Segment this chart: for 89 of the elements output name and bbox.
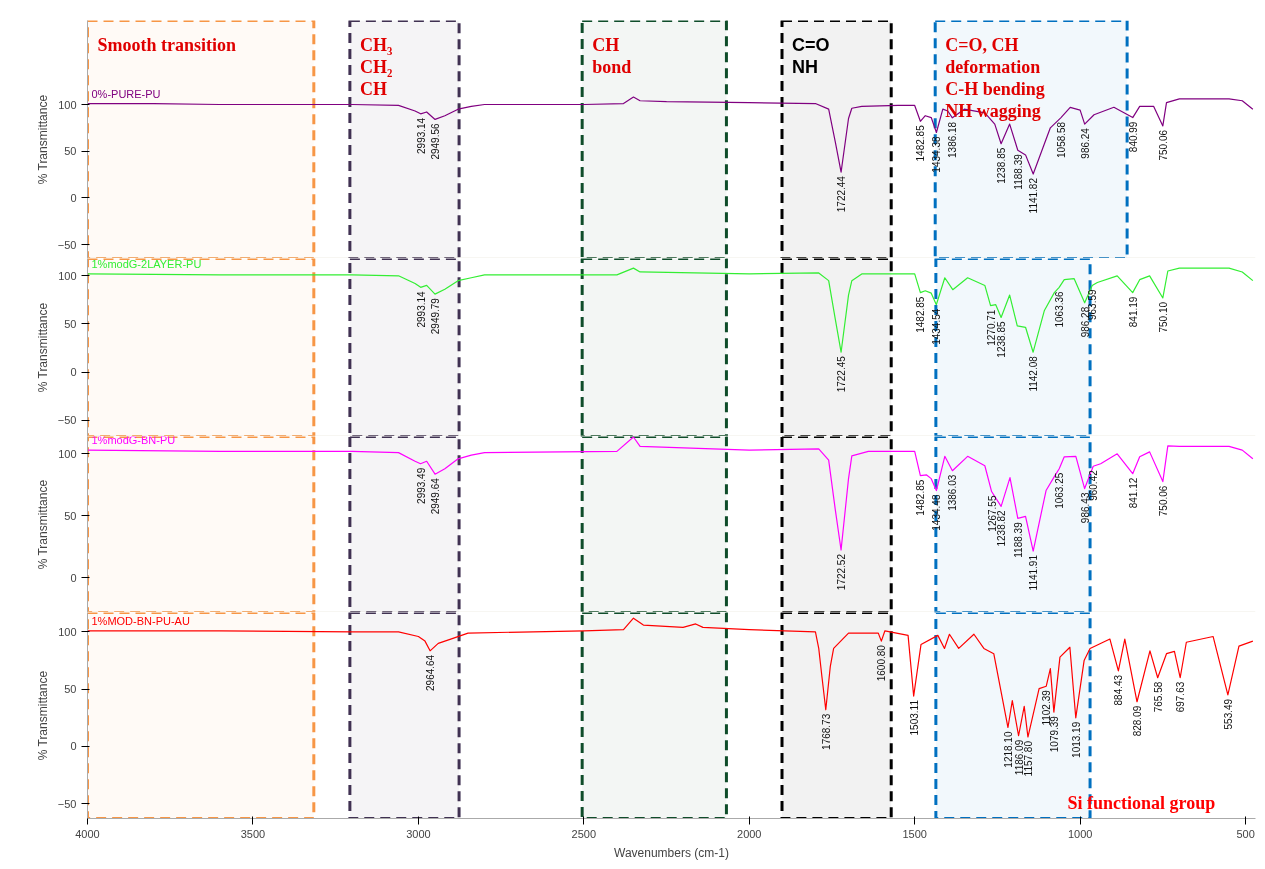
- annotation: 986.24: [1079, 127, 1091, 159]
- annotation: 1386.18: [947, 121, 959, 158]
- annotation: 750.10: [1157, 301, 1169, 333]
- annotation: 1142.08: [1028, 355, 1040, 392]
- annotation: 1063.25: [1054, 472, 1066, 509]
- y-tick-label: 0: [70, 740, 77, 753]
- annotation: 1434.54: [931, 308, 943, 345]
- annotation: 1063.36: [1054, 290, 1066, 328]
- annotation: 841.12: [1127, 477, 1139, 509]
- y-tick-label: 50: [64, 317, 77, 330]
- band-label: CH bond: [592, 34, 632, 77]
- annotation: 1188.39: [1012, 153, 1024, 190]
- x-tick-label: 1500: [902, 827, 927, 840]
- annotation: 1058.58: [1055, 121, 1067, 158]
- annotation: Si functional group: [1067, 792, 1216, 813]
- x-tick-label: 4000: [75, 827, 100, 840]
- y-tick-label: 0: [70, 571, 77, 584]
- band-label: CH₃ CH₂ CH: [359, 34, 393, 99]
- annotation: 1141.82: [1028, 177, 1040, 214]
- annotation: 986.43: [1079, 492, 1091, 524]
- annotation: 1238.85: [996, 321, 1008, 358]
- annotation: 960.42: [1088, 469, 1100, 501]
- annotation: 1722.44: [836, 175, 848, 213]
- annotation: 750.06: [1157, 485, 1169, 517]
- x-tick-label: 2500: [571, 827, 597, 840]
- y-tick-label: 100: [58, 625, 77, 638]
- x-tick-label: 3000: [406, 827, 431, 840]
- y-tick-label: 100: [58, 447, 77, 460]
- annotation: 1434.48: [931, 494, 943, 531]
- y-axis-title: % Transmittance: [35, 302, 50, 393]
- annotation: 1267.55: [986, 495, 998, 532]
- annotation: 840.99: [1127, 121, 1139, 153]
- annotation: 750.06: [1157, 129, 1169, 161]
- y-axis-title: % Transmittance: [35, 670, 50, 761]
- series-label: 0%-PURE-PU: [91, 87, 161, 100]
- annotation: 2964.64: [425, 654, 437, 691]
- annotation: 1157.80: [1022, 740, 1034, 777]
- annotation: 2993.14: [415, 117, 427, 154]
- annotation: 1722.52: [836, 553, 848, 591]
- annotation: 553.49: [1222, 698, 1234, 730]
- y-tick-label: 50: [64, 145, 77, 158]
- y-axis-title: % Transmittance: [36, 479, 51, 570]
- annotation: 1434.38: [931, 136, 943, 173]
- annotation: 1386.03: [947, 474, 959, 511]
- y-tick-label: 100: [58, 98, 77, 111]
- x-axis-title: Wavenumbers (cm-1): [614, 845, 729, 860]
- annotation: 1722.45: [836, 355, 848, 393]
- annotation: 1270.71: [985, 309, 997, 346]
- annotation: 2949.64: [430, 477, 442, 515]
- annotation: 828.09: [1132, 705, 1144, 737]
- y-tick-label: 50: [64, 683, 77, 696]
- annotation: 1768.73: [820, 713, 832, 750]
- band-label: C=O NH: [792, 34, 830, 77]
- annotation: 1238.85: [996, 147, 1008, 184]
- annotation: 841.19: [1127, 296, 1139, 328]
- annotation: 2949.56: [430, 122, 442, 160]
- x-tick-label: 3500: [240, 827, 266, 840]
- y-tick-label: 100: [58, 269, 77, 282]
- y-tick-label: 0: [70, 191, 77, 204]
- x-tick-label: 1000: [1067, 827, 1093, 840]
- y-axis-title: % Transmittance: [35, 94, 50, 185]
- annotation: 697.63: [1175, 681, 1187, 713]
- y-tick-label: −50: [57, 238, 77, 251]
- annotation: 884.43: [1113, 674, 1125, 706]
- annotation: 765.58: [1152, 681, 1164, 713]
- annotation: 1482.85: [915, 479, 927, 516]
- annotation: 1218.10: [1002, 731, 1014, 768]
- y-tick-label: −50: [57, 414, 77, 427]
- annotation: 1600.80: [876, 644, 888, 682]
- annotation: 1238.82: [996, 509, 1008, 547]
- band-label: Smooth transition: [97, 34, 237, 55]
- x-tick-label: 500: [1236, 827, 1255, 840]
- annotation: 1141.91: [1028, 554, 1040, 591]
- annotation: 2949.79: [429, 297, 441, 335]
- annotation: 1186.09: [1013, 739, 1025, 776]
- annotation: 2993.14: [415, 290, 427, 328]
- series-label: 1%modG-BN-PU: [91, 434, 176, 447]
- annotation: 1013.19: [1070, 721, 1082, 758]
- y-tick-label: 0: [70, 366, 77, 379]
- series-label: 1%modG-2LAYER-PU: [91, 257, 202, 270]
- y-tick-label: −50: [57, 797, 77, 810]
- annotation: 1503.11: [908, 699, 920, 736]
- annotation: 1188.39: [1012, 521, 1024, 558]
- y-tick-label: 50: [64, 509, 77, 522]
- annotation: 1482.85: [915, 296, 927, 333]
- x-tick-label: 2000: [737, 827, 762, 840]
- series-label: 1%MOD-BN-PU-AU: [91, 614, 190, 627]
- annotation: 1482.85: [915, 124, 927, 162]
- annotation: 2993.49: [415, 467, 427, 504]
